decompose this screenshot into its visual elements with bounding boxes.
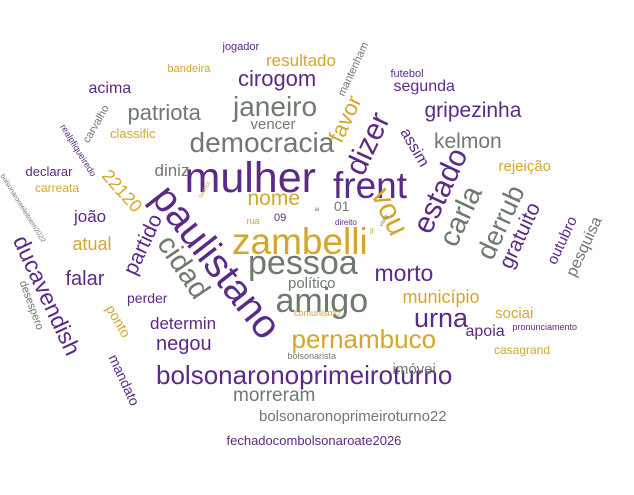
word-determin: determin (150, 313, 217, 333)
word-jogador: jogador (222, 40, 260, 53)
word-perder: perder (127, 290, 168, 306)
word-politico: político (288, 274, 336, 292)
word-cirogom: cirogom (238, 66, 317, 91)
word-imovei: imóvei (392, 360, 436, 378)
word-negou: negou (156, 333, 212, 355)
word-mandato: mandato (105, 351, 144, 409)
word-mantenham: mantenham (335, 39, 372, 98)
word-resultado: resultado (266, 50, 336, 70)
word-comunismo: comunismo (294, 307, 341, 318)
word-pessoa: pessoa (248, 244, 358, 282)
word-kelmon: kelmon (434, 129, 502, 153)
word-nome: nome (247, 186, 301, 210)
word-bolsonaronoprimeiroturno22: bolsonaronoprimeiroturno22 (259, 407, 447, 425)
word-classific: classific (110, 125, 156, 141)
word-democracia: democracia (189, 127, 335, 158)
word-zambelli: zambelli (232, 220, 368, 262)
word-frent: frent (333, 164, 408, 206)
word-joao: joão (74, 206, 107, 226)
word-sociai: sociai (495, 304, 534, 322)
word-acima: acima (88, 80, 132, 97)
word-vencer: vencer (250, 115, 296, 133)
word-apoia: apoia (465, 323, 505, 340)
word-falar: falar (65, 268, 105, 290)
word-diniz: diniz (154, 160, 190, 180)
word-01: 01 (334, 198, 350, 214)
word-declarar: declarar (25, 163, 73, 179)
word-bolsonaronoprimeiroturno: bolsonaronoprimeiroturno (156, 360, 453, 390)
word-janeiro: janeiro (233, 91, 318, 122)
word-jr: jr (370, 226, 375, 235)
word-rejeicao: rejeição (498, 157, 552, 175)
word-atual: atual (72, 234, 112, 254)
word-gripezinha: gripezinha (424, 98, 522, 122)
word-assim: assim (396, 125, 433, 171)
word-futebol: futebol (390, 67, 424, 80)
word-municipio: município (402, 287, 480, 307)
word-morto: morto (374, 259, 434, 286)
word-patriota: patriota (127, 100, 201, 125)
word-segunda: segunda (393, 78, 455, 95)
word-carreata: carreata (35, 181, 80, 195)
word-bandeira: bandeira (167, 62, 211, 75)
word-direito: direito (335, 218, 357, 227)
word-casagrand: casagrand (494, 343, 551, 357)
word-09: 09 (274, 211, 287, 224)
word-ponto: ponto (102, 301, 134, 341)
word-pronunciamento: pronunciamento (512, 321, 578, 332)
word-amigo: amigo (275, 282, 369, 320)
word-mulher: mulher (184, 153, 316, 202)
word-carvalho: carvalho (80, 102, 112, 145)
word-rua: rua (246, 215, 260, 226)
word-ai: ai (314, 207, 320, 213)
word-urna: urna (414, 302, 469, 333)
word-bolsonarista: bolsonarista (287, 350, 337, 361)
word-morreram: morreram (233, 384, 316, 406)
word-pernambuco: pernambuco (291, 324, 437, 354)
word-fechadocombolsonaroate2026: fechadocombolsonaroate2026 (226, 432, 402, 448)
